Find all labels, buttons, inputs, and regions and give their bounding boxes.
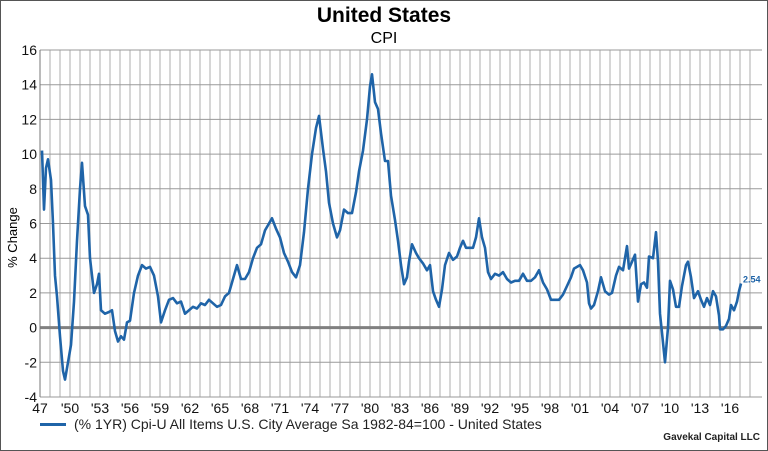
x-tick-label: '86	[421, 400, 439, 416]
x-tick-label: '10	[661, 400, 679, 416]
y-tick-label: 2	[29, 285, 37, 301]
x-tick-label: '74	[301, 400, 319, 416]
y-tick-label: 12	[21, 111, 37, 127]
y-tick-label: 4	[29, 250, 37, 266]
legend-label: (% 1YR) Cpi-U All Items U.S. City Averag…	[74, 416, 542, 432]
x-tick-label: '04	[601, 400, 619, 416]
x-tick-label: '92	[481, 400, 499, 416]
x-tick-label: '13	[691, 400, 709, 416]
legend-swatch	[40, 422, 66, 426]
last-value-label: 2.54	[743, 275, 761, 285]
x-tick-label: 47	[32, 400, 48, 416]
y-tick-label: 6	[29, 216, 37, 232]
x-tick-label: '68	[241, 400, 259, 416]
y-tick-label: -4	[25, 389, 38, 405]
x-tick-label: '95	[511, 400, 529, 416]
y-tick-label: -2	[25, 354, 38, 370]
x-tick-label: '89	[451, 400, 469, 416]
source-credit: Gavekal Capital LLC	[663, 432, 760, 443]
x-tick-label: '83	[391, 400, 409, 416]
x-tick-label: '01	[571, 400, 589, 416]
x-tick-label: '53	[91, 400, 109, 416]
y-tick-label: 10	[21, 146, 37, 162]
x-tick-label: '16	[721, 400, 739, 416]
x-tick-label: '65	[211, 400, 229, 416]
y-tick-label: 14	[21, 77, 37, 93]
y-tick-label: 0	[29, 320, 37, 336]
x-tick-label: '77	[331, 400, 349, 416]
chart-subtitle: CPI	[370, 30, 398, 47]
x-tick-label: '07	[631, 400, 649, 416]
y-tick-label: 16	[21, 42, 37, 58]
y-tick-label: 8	[29, 181, 37, 197]
x-tick-label: '98	[541, 400, 559, 416]
x-tick-label: '59	[151, 400, 169, 416]
chart-title: United States	[316, 4, 452, 27]
x-tick-label: '62	[181, 400, 199, 416]
cpi-series-line	[40, 73, 743, 381]
x-tick-label: '50	[61, 400, 79, 416]
legend: (% 1YR) Cpi-U All Items U.S. City Averag…	[40, 416, 542, 432]
x-tick-label: '71	[271, 400, 289, 416]
x-tick-label: '80	[361, 400, 379, 416]
x-tick-label: '56	[121, 400, 139, 416]
